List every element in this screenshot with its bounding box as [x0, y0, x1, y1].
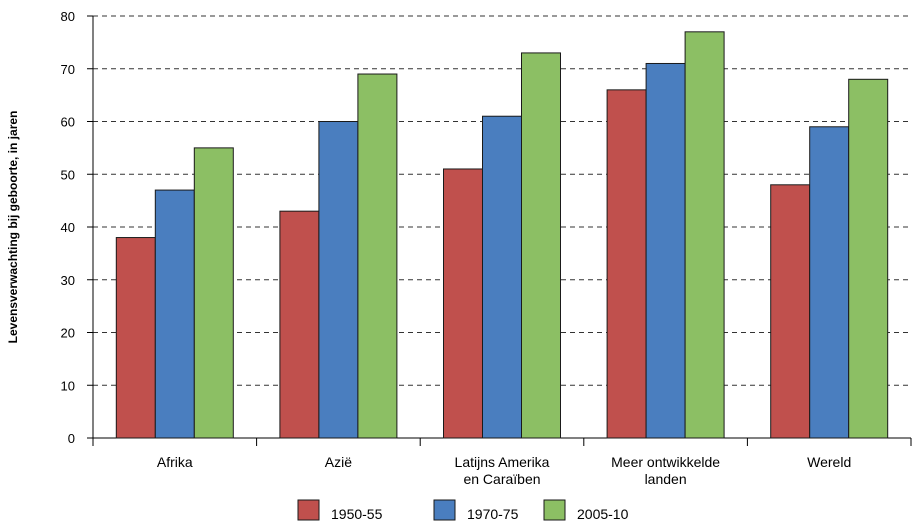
- bar: [357, 73, 398, 439]
- bar: [193, 147, 234, 439]
- bar: [684, 31, 725, 439]
- y-tick-label: 0: [68, 431, 75, 446]
- x-category-label: Afrika: [157, 454, 193, 470]
- y-tick-labels: 0 10 20 30 40 50 60 70 80: [61, 9, 75, 446]
- bar: [443, 168, 483, 439]
- legend: 1950-55 1970-75 2005-10: [297, 499, 629, 522]
- bar: [279, 210, 320, 439]
- legend-label: 1970-75: [467, 506, 519, 522]
- legend-swatch: [297, 499, 320, 521]
- bar: [521, 52, 561, 439]
- y-tick-label: 30: [61, 273, 75, 288]
- bar: [154, 189, 195, 439]
- legend-label: 1950-55: [331, 506, 383, 522]
- x-category-label: Latijns Amerika en Caraïben: [455, 454, 550, 487]
- y-tick-label: 70: [61, 62, 75, 77]
- y-tick-label: 40: [61, 220, 75, 235]
- x-category-label: Meer ontwikkelde landen: [611, 454, 720, 487]
- x-category-labels: Afrika Azië Latijns Amerika en Caraïben Meer…: [157, 454, 851, 487]
- bar: [482, 115, 522, 439]
- y-tick-label: 20: [61, 326, 75, 341]
- bar: [848, 78, 889, 439]
- y-axis-label: Levensverwachting bij geboorte, in jaren: [6, 111, 20, 344]
- bar: [770, 184, 811, 439]
- bar: [809, 126, 850, 439]
- bar: [606, 89, 647, 439]
- bar: [645, 62, 686, 439]
- legend-label: 2005-10: [577, 506, 629, 522]
- y-tick-label: 80: [61, 9, 75, 24]
- y-tick-label: 10: [61, 378, 75, 393]
- y-tick-label: 50: [61, 167, 75, 182]
- bars: [115, 31, 889, 439]
- legend-swatch: [433, 499, 456, 521]
- bar: [115, 237, 156, 439]
- x-category-label: Azië: [325, 454, 352, 470]
- bar: [318, 121, 359, 439]
- legend-swatch: [543, 499, 566, 521]
- y-tick-label: 60: [61, 115, 75, 130]
- x-category-label: Wereld: [807, 454, 851, 470]
